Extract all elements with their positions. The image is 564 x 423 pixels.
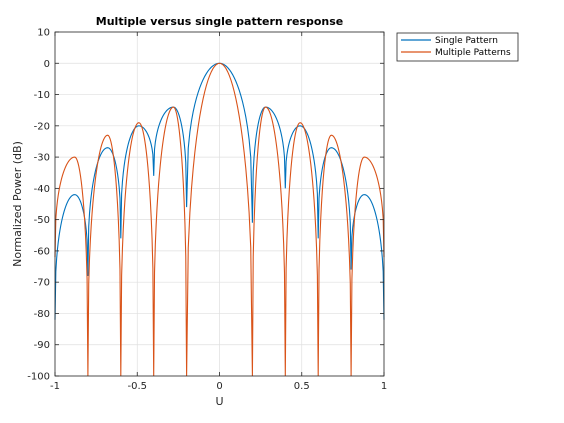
y-axis-label: Normalized Power (dB) — [11, 141, 24, 267]
chart-title: Multiple versus single pattern response — [96, 15, 343, 28]
x-tick-label: -0.5 — [127, 381, 147, 392]
y-tick-label: -80 — [34, 309, 50, 320]
legend-label-single-pattern: Single Pattern — [435, 36, 498, 46]
y-tick-label: -40 — [34, 184, 50, 195]
y-tick-label: -20 — [34, 121, 50, 132]
series-line-multiple-patterns — [54, 62, 385, 377]
y-tick-label: 0 — [44, 59, 50, 70]
x-tick-label: -1 — [50, 381, 60, 392]
y-tick-label: -70 — [34, 278, 50, 289]
legend-label-multiple-patterns: Multiple Patterns — [435, 48, 511, 58]
y-tick-label: 10 — [37, 28, 50, 39]
y-tick-label: -50 — [34, 215, 50, 226]
legend-box — [396, 32, 519, 62]
y-tick-label: -30 — [34, 153, 50, 164]
x-tick-label: 0 — [216, 381, 222, 392]
y-tick-label: -60 — [34, 246, 50, 257]
y-tick-label: -10 — [34, 90, 50, 101]
y-tick-label: -100 — [27, 372, 50, 383]
x-tick-label: 0.5 — [294, 381, 310, 392]
x-tick-label: 1 — [381, 381, 387, 392]
x-axis-label: U — [215, 395, 223, 408]
grid — [54, 31, 385, 377]
y-tick-label: -90 — [34, 340, 50, 351]
legend[interactable]: Single Pattern Multiple Patterns — [396, 32, 519, 62]
plot-lines — [54, 62, 385, 377]
axis-ticks: -1 -0.5 0 0.5 1 10 0 -10 -20 -30 -40 -50 -60 -70 -80 -9… — [27, 28, 387, 393]
